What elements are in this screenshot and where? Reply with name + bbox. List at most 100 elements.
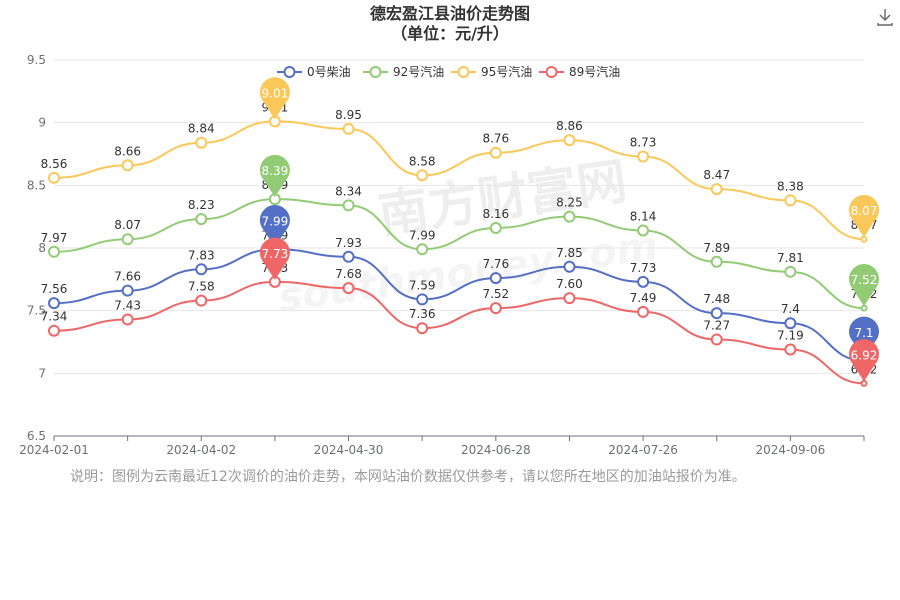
- data-label: 7.52: [482, 287, 509, 301]
- min-pin-shape: [849, 339, 880, 382]
- data-label: 8.58: [409, 154, 436, 168]
- grid: [54, 59, 864, 374]
- series-lines: [48, 115, 868, 387]
- legend-label: 92号汽油: [393, 64, 444, 79]
- data-point: [563, 134, 576, 147]
- data-label: 8.76: [482, 132, 509, 146]
- data-point: [489, 302, 502, 315]
- chart-subtitle: （单位：元/升）: [391, 24, 509, 43]
- data-label: 7.73: [630, 261, 657, 275]
- data-label: 8.14: [630, 209, 657, 223]
- max-pin-shape: [259, 154, 290, 198]
- x-tick-label: 2024-09-06: [755, 443, 825, 457]
- min-pin-shape: [849, 316, 880, 359]
- data-point: [48, 245, 60, 258]
- min-pin: 7.52: [849, 263, 880, 307]
- data-point: [195, 213, 208, 226]
- data-label: 8.25: [556, 196, 583, 210]
- data-point: [563, 260, 576, 273]
- data-label: 7.66: [114, 270, 141, 284]
- min-pin: 7.1: [849, 316, 880, 359]
- data-label: 8.16: [482, 207, 509, 221]
- max-pin-shape: [259, 205, 290, 248]
- data-label: 7.99: [409, 228, 436, 242]
- x-tick-label: 2024-07-26: [608, 443, 678, 457]
- title-block: 德宏盈江县油价走势图 （单位：元/升）: [0, 4, 900, 44]
- y-tick-label: 9: [38, 116, 46, 130]
- legend-label: 89号汽油: [569, 64, 620, 79]
- legend-marker: [457, 66, 470, 78]
- data-point: [121, 313, 134, 326]
- data-point: [342, 250, 355, 263]
- legend-marker: [283, 66, 296, 78]
- data-point: [710, 255, 723, 268]
- data-point: [860, 304, 868, 312]
- data-point: [563, 210, 576, 223]
- legend-item[interactable]: 95号汽油: [451, 64, 532, 79]
- chart-title: 德宏盈江县油价走势图: [369, 4, 530, 23]
- data-point: [48, 297, 60, 310]
- data-point: [784, 343, 797, 356]
- data-point: [342, 122, 355, 135]
- y-tick-label: 8.5: [27, 178, 46, 192]
- data-label: 7.19: [777, 329, 804, 343]
- data-label: 7.83: [188, 248, 215, 262]
- data-point: [563, 292, 576, 305]
- max-pin-label: 7.99: [262, 214, 289, 228]
- watermark: 南方财富网 southmoney.com: [276, 152, 661, 321]
- max-pin-label: 9.01: [262, 86, 289, 100]
- data-label: 7.34: [41, 310, 68, 324]
- data-point: [195, 136, 208, 149]
- data-label: 8.56: [41, 157, 68, 171]
- series-line: [53, 198, 865, 310]
- data-label: 7.56: [41, 282, 68, 296]
- x-tick-label: 2024-02-01: [19, 443, 89, 457]
- data-point: [860, 379, 868, 387]
- data-point: [121, 159, 134, 172]
- data-label: 7.89: [703, 241, 730, 255]
- x-tick-label: 2024-04-30: [314, 443, 384, 457]
- data-label: 8.73: [630, 136, 657, 150]
- data-label: 7.48: [703, 292, 730, 306]
- data-label: 7.59: [409, 278, 436, 292]
- data-label: 8.07: [114, 218, 141, 232]
- legend-marker: [369, 66, 382, 78]
- data-label: 7.85: [556, 246, 583, 260]
- legend-item[interactable]: 89号汽油: [539, 64, 620, 79]
- data-point: [637, 224, 650, 237]
- legend[interactable]: 0号柴油 92号汽油 95号汽油 89号汽油: [277, 64, 620, 79]
- data-point: [121, 284, 134, 297]
- data-point: [784, 317, 797, 330]
- data-point: [416, 322, 429, 335]
- x-tick-label: 2024-06-28: [461, 443, 531, 457]
- max-pin-shape: [259, 237, 290, 280]
- data-point: [195, 263, 208, 276]
- min-pin-label: 6.92: [851, 348, 878, 362]
- data-label: 7.76: [482, 257, 509, 271]
- legend-item[interactable]: 92号汽油: [363, 64, 444, 79]
- data-label: 7.49: [630, 291, 657, 305]
- max-pin-shape: [259, 77, 290, 120]
- x-tick-label: 2024-04-02: [166, 443, 236, 457]
- legend-item[interactable]: 0号柴油: [277, 65, 351, 79]
- data-point: [416, 169, 429, 182]
- data-point: [416, 243, 429, 256]
- data-point: [48, 324, 60, 337]
- legend-label: 95号汽油: [481, 64, 532, 79]
- min-pin-shape: [849, 263, 880, 307]
- data-label: 8.34: [335, 184, 362, 198]
- y-tick-label: 8: [38, 241, 46, 255]
- min-pin: 6.92: [849, 339, 880, 382]
- data-label: 8.95: [335, 108, 362, 122]
- data-point: [637, 150, 650, 163]
- data-point: [489, 221, 502, 234]
- data-label: 7.68: [335, 267, 362, 281]
- max-pin: 9.01: [259, 77, 290, 120]
- download-button[interactable]: [874, 6, 896, 28]
- max-pin-label: 7.73: [262, 247, 289, 261]
- markers: 7.99 7.1 8.39 7.52 9.01 8.07 7.73 6.92: [259, 77, 880, 382]
- data-label: 7.93: [335, 236, 362, 250]
- data-label: 7.36: [409, 307, 436, 321]
- data-point: [121, 233, 134, 246]
